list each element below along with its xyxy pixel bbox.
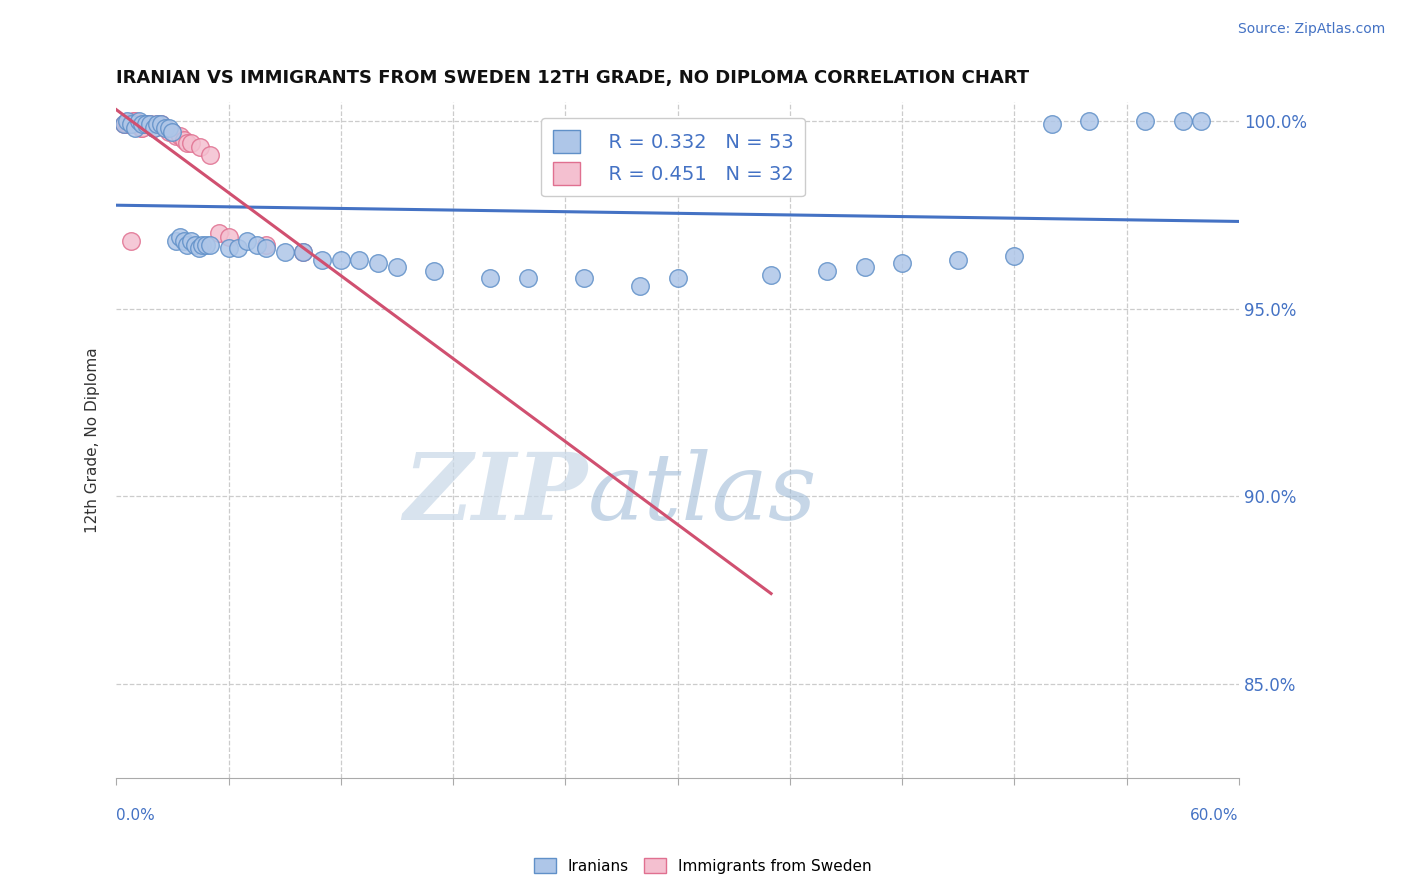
Point [572, 271, 595, 285]
Point [124, 121, 146, 136]
Legend: Iranians, Immigrants from Sweden: Iranians, Immigrants from Sweden [529, 852, 877, 880]
Point [129, 121, 152, 136]
Point [150, 118, 173, 132]
Point [273, 245, 295, 260]
Text: Source: ZipAtlas.com: Source: ZipAtlas.com [1237, 22, 1385, 37]
Point [173, 132, 195, 146]
Point [120, 118, 142, 132]
Point [165, 128, 187, 143]
Point [245, 237, 267, 252]
Point [516, 271, 538, 285]
Point [128, 113, 150, 128]
Point [226, 242, 249, 256]
Text: 0.0%: 0.0% [117, 808, 155, 823]
Point [292, 245, 315, 260]
Point [125, 118, 148, 132]
Point [169, 230, 191, 244]
Point [195, 237, 218, 252]
Text: 60.0%: 60.0% [1191, 808, 1239, 823]
Point [1002, 249, 1025, 263]
Point [139, 118, 162, 132]
Point [190, 140, 212, 154]
Point [173, 234, 195, 248]
Point [184, 237, 207, 252]
Point [128, 118, 150, 132]
Point [134, 118, 156, 132]
Point [628, 279, 651, 293]
Point [139, 118, 162, 132]
Point [117, 113, 139, 128]
Point [114, 118, 136, 132]
Point [118, 118, 141, 132]
Point [146, 118, 169, 132]
Point [311, 252, 333, 267]
Point [191, 237, 214, 252]
Text: IRANIAN VS IMMIGRANTS FROM SWEDEN 12TH GRADE, NO DIPLOMA CORRELATION CHART: IRANIAN VS IMMIGRANTS FROM SWEDEN 12TH G… [117, 69, 1029, 87]
Point [165, 234, 187, 248]
Point [1040, 118, 1063, 132]
Point [349, 252, 371, 267]
Point [120, 234, 142, 248]
Point [759, 268, 782, 282]
Point [423, 264, 446, 278]
Point [153, 121, 176, 136]
Point [135, 118, 157, 132]
Point [162, 125, 184, 139]
Point [479, 271, 502, 285]
Point [135, 118, 157, 132]
Point [176, 237, 198, 252]
Point [292, 245, 315, 260]
Point [187, 242, 209, 256]
Legend:   R = 0.332   N = 53,   R = 0.451   N = 32: R = 0.332 N = 53, R = 0.451 N = 32 [541, 119, 806, 196]
Point [367, 256, 389, 270]
Point [150, 118, 173, 132]
Point [815, 264, 838, 278]
Point [124, 113, 146, 128]
Point [180, 234, 202, 248]
Point [254, 237, 277, 252]
Point [131, 121, 153, 136]
Point [208, 227, 231, 241]
Point [1078, 113, 1101, 128]
Y-axis label: 12th Grade, No Diploma: 12th Grade, No Diploma [86, 347, 100, 533]
Point [162, 125, 184, 139]
Point [153, 121, 176, 136]
Point [146, 118, 169, 132]
Point [218, 230, 240, 244]
Point [142, 121, 165, 136]
Point [142, 121, 165, 136]
Point [946, 252, 969, 267]
Point [254, 242, 277, 256]
Point [1135, 113, 1157, 128]
Point [385, 260, 408, 275]
Point [117, 118, 139, 132]
Point [329, 252, 352, 267]
Point [122, 113, 145, 128]
Point [236, 234, 259, 248]
Point [666, 271, 689, 285]
Point [157, 121, 180, 136]
Text: ZIP: ZIP [404, 449, 588, 539]
Point [169, 128, 191, 143]
Point [120, 118, 142, 132]
Point [1189, 113, 1212, 128]
Point [176, 136, 198, 151]
Point [198, 237, 221, 252]
Point [131, 118, 153, 132]
Point [891, 256, 914, 270]
Point [1171, 113, 1194, 128]
Text: atlas: atlas [588, 449, 817, 539]
Point [853, 260, 876, 275]
Point [157, 125, 180, 139]
Point [180, 136, 202, 151]
Point [112, 118, 135, 132]
Point [218, 242, 240, 256]
Point [198, 147, 221, 161]
Point [112, 118, 135, 132]
